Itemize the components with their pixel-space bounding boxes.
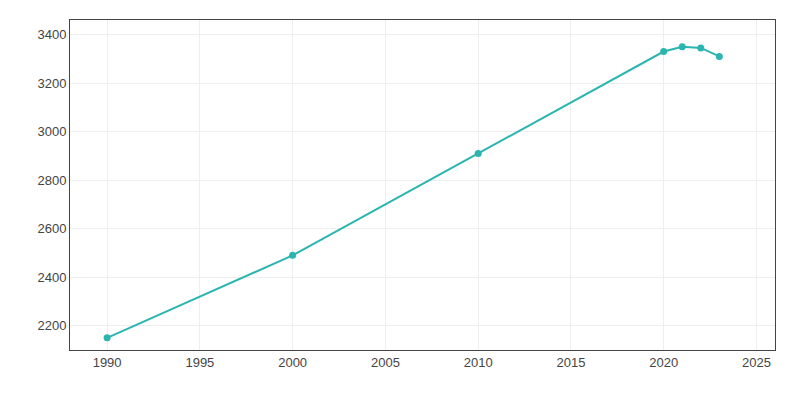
- svg-text:2400: 2400: [37, 270, 66, 285]
- svg-text:2015: 2015: [556, 355, 585, 370]
- svg-text:2800: 2800: [37, 173, 66, 188]
- svg-text:2000: 2000: [278, 355, 307, 370]
- svg-text:2200: 2200: [37, 318, 66, 333]
- svg-text:2020: 2020: [649, 355, 678, 370]
- svg-text:3400: 3400: [37, 27, 66, 42]
- svg-text:2600: 2600: [37, 221, 66, 236]
- svg-text:1995: 1995: [185, 355, 214, 370]
- svg-text:3000: 3000: [37, 124, 66, 139]
- svg-text:1990: 1990: [93, 355, 122, 370]
- svg-text:2010: 2010: [464, 355, 493, 370]
- svg-text:2005: 2005: [371, 355, 400, 370]
- svg-text:3200: 3200: [37, 76, 66, 91]
- svg-text:2025: 2025: [742, 355, 771, 370]
